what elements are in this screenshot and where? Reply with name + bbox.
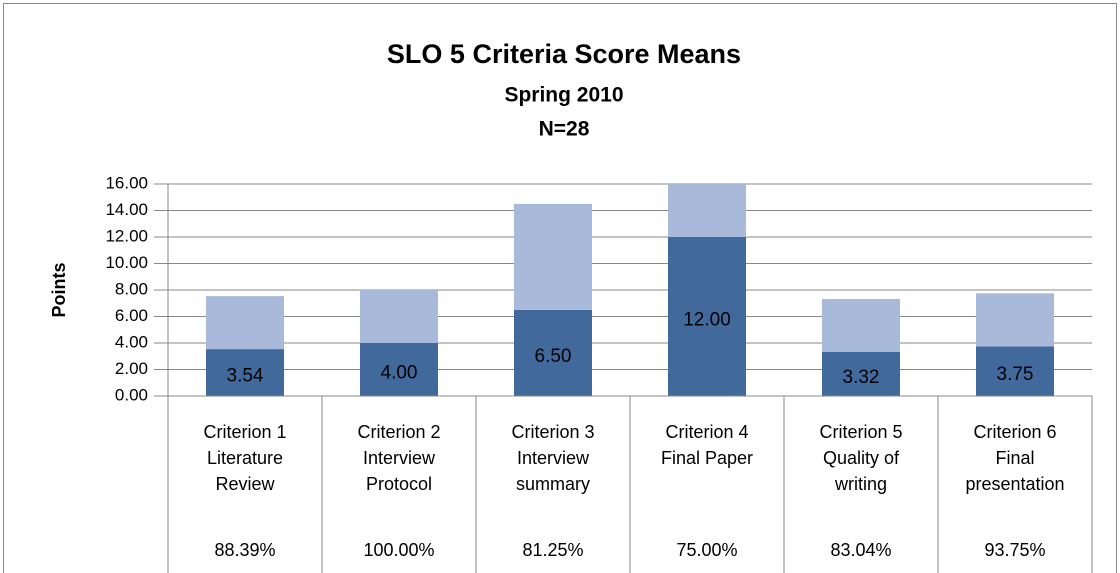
bar-segment xyxy=(976,346,1054,396)
data-label: 3.54 xyxy=(227,366,264,387)
table-cell: 81.25% xyxy=(522,540,583,560)
x-tick-label: Final Paper xyxy=(661,448,753,468)
x-tick-label: writing xyxy=(834,474,887,494)
table-cell: 75.00% xyxy=(676,540,737,560)
x-tick-label: Criterion 5 xyxy=(819,422,902,442)
y-tick-label: 0.00 xyxy=(115,385,148,404)
data-label: 3.32 xyxy=(843,367,880,388)
bar-segment xyxy=(976,293,1054,347)
chart-title: SLO 5 Criteria Score Means xyxy=(387,39,741,69)
table-cell: 93.75% xyxy=(984,540,1045,560)
bar-segment xyxy=(668,237,746,396)
y-tick-label: 2.00 xyxy=(115,359,148,378)
bar-segment xyxy=(514,203,592,310)
y-tick-label: 10.00 xyxy=(105,253,148,272)
x-tick-label: Quality of xyxy=(823,448,900,468)
x-tick-label: Protocol xyxy=(366,474,432,494)
data-label: 3.75 xyxy=(997,364,1034,385)
bar-segment xyxy=(668,184,746,237)
bar-segment xyxy=(822,352,900,396)
bar-segment xyxy=(206,349,284,396)
chart-border xyxy=(3,3,1117,573)
table-cell: 83.04% xyxy=(830,540,891,560)
bar-segment xyxy=(206,296,284,350)
table-cell: 100.00% xyxy=(363,540,434,560)
x-tick-label: Interview xyxy=(363,448,436,468)
chart-subtitle: N=28 xyxy=(539,118,590,141)
data-label: 12.00 xyxy=(683,310,731,331)
bar-segment xyxy=(514,309,592,396)
bar-segment xyxy=(360,343,438,396)
data-label: 6.50 xyxy=(535,346,572,367)
y-tick-label: 12.00 xyxy=(105,226,148,245)
x-tick-label: Criterion 2 xyxy=(357,422,440,442)
x-tick-label: Criterion 1 xyxy=(203,422,286,442)
x-tick-label: Final xyxy=(995,448,1034,468)
bar-segment xyxy=(360,290,438,343)
y-tick-label: 4.00 xyxy=(115,332,148,351)
x-tick-label: Literature xyxy=(207,448,283,468)
bar-segment xyxy=(822,299,900,353)
x-tick-label: Criterion 3 xyxy=(511,422,594,442)
x-tick-label: Interview xyxy=(517,448,590,468)
x-tick-label: summary xyxy=(516,474,590,494)
y-tick-label: 14.00 xyxy=(105,200,148,219)
y-tick-label: 16.00 xyxy=(105,173,148,192)
x-tick-label: presentation xyxy=(965,474,1064,494)
x-tick-label: Criterion 6 xyxy=(973,422,1056,442)
data-label: 4.00 xyxy=(381,363,418,384)
x-tick-label: Review xyxy=(215,474,275,494)
chart-subtitle: Spring 2010 xyxy=(504,84,623,107)
y-tick-label: 8.00 xyxy=(115,279,148,298)
x-tick-label: Criterion 4 xyxy=(665,422,748,442)
y-axis-label: Points xyxy=(49,262,69,317)
y-tick-label: 6.00 xyxy=(115,306,148,325)
table-cell: 88.39% xyxy=(214,540,275,560)
